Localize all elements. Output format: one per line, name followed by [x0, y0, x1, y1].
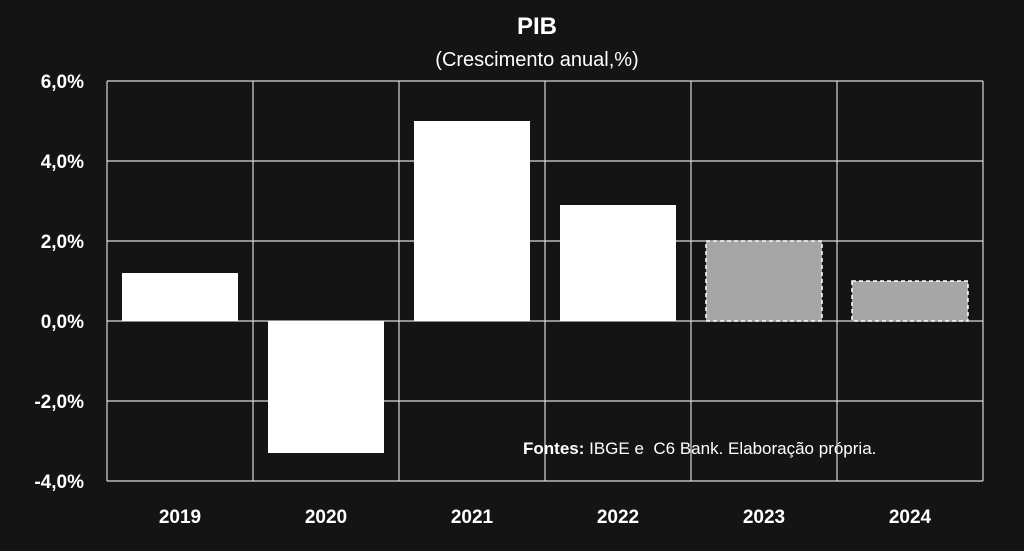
grid: [106, 80, 984, 482]
y-tick-label: 4,0%: [41, 152, 84, 173]
x-tick-label: 2023: [743, 507, 785, 528]
y-axis: 6,0% 4,0% 2,0% 0,0% -2,0% -4,0%: [34, 72, 84, 493]
bars: [122, 121, 969, 453]
source-note: Fontes: IBGE e C6 Bank. Elaboração própr…: [523, 439, 876, 458]
bar-2019: [122, 273, 238, 321]
bar-2022: [560, 205, 676, 321]
y-tick-label: 0,0%: [41, 312, 84, 333]
y-tick-label: 2,0%: [41, 232, 84, 253]
x-tick-label: 2022: [597, 507, 639, 528]
source-note-label: Fontes:: [523, 439, 584, 458]
source-note-text: IBGE e C6 Bank. Elaboração própria.: [584, 439, 876, 458]
x-tick-label: 2019: [159, 507, 201, 528]
x-tick-label: 2024: [889, 507, 932, 528]
x-tick-label: 2021: [451, 507, 494, 528]
bar-2024: [851, 280, 969, 322]
bar-2021: [414, 121, 530, 321]
x-tick-label: 2020: [305, 507, 347, 528]
bar-2023: [705, 240, 823, 322]
y-tick-label: -2,0%: [34, 392, 84, 413]
y-tick-label: -4,0%: [34, 472, 84, 493]
chart-subtitle: (Crescimento anual,%): [435, 49, 638, 71]
x-axis: 2019 2020 2021 2022 2023 2024: [159, 507, 932, 528]
y-tick-label: 6,0%: [41, 72, 84, 93]
bar-2020: [268, 321, 384, 453]
chart-title: PIB: [517, 13, 557, 40]
